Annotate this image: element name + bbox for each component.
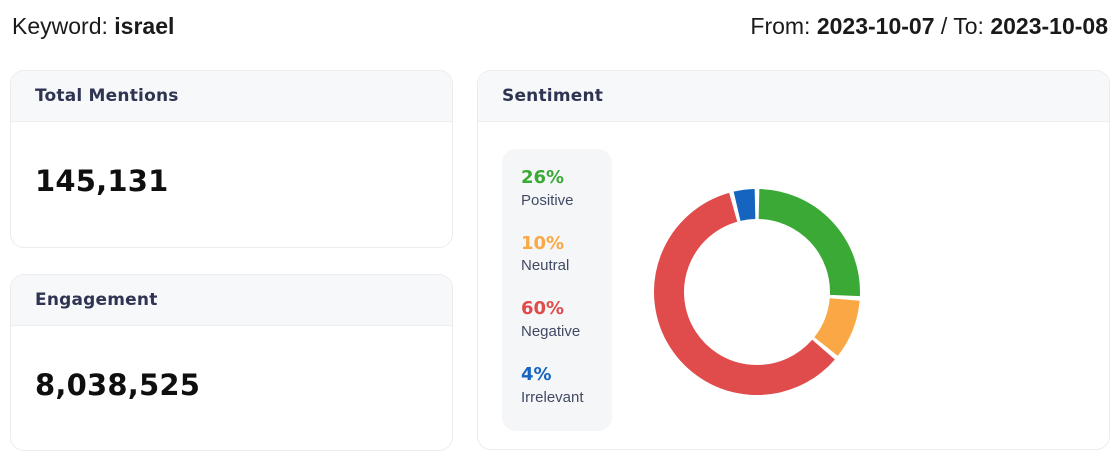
- engagement-header: Engagement: [11, 275, 452, 326]
- donut-segment-negative: [654, 192, 835, 395]
- legend-item-negative: 60% Negative: [521, 299, 602, 340]
- to-label: To:: [953, 13, 984, 39]
- total-mentions-card: Total Mentions 145,131: [10, 70, 453, 248]
- legend-label: Neutral: [521, 257, 570, 275]
- legend-percent: 4%: [521, 364, 552, 386]
- sentiment-legend: 26% Positive 10% Neutral 60% Negative 4% Irrele…: [502, 149, 612, 431]
- engagement-card: Engagement 8,038,525: [10, 274, 453, 451]
- legend-percent: 10%: [521, 232, 565, 254]
- total-mentions-value: 145,131: [35, 164, 169, 198]
- sentiment-donut-chart: [651, 186, 863, 398]
- sentiment-card: Sentiment 26% Positive 10% Neutral 60% Negati…: [477, 70, 1110, 450]
- sentiment-header: Sentiment: [478, 71, 1109, 122]
- legend-label: Positive: [521, 191, 574, 209]
- legend-item-irrelevant: 4% Irrelevant: [521, 364, 602, 406]
- date-separator: /: [940, 13, 948, 39]
- keyword-label: Keyword:: [12, 13, 108, 39]
- legend-label: Negative: [521, 323, 581, 341]
- keyword-value: israel: [114, 13, 175, 39]
- to-value: 2023-10-08: [990, 13, 1108, 39]
- donut-segment-irrelevant: [733, 189, 756, 221]
- legend-item-positive: 26% Positive: [521, 167, 602, 209]
- from-value: 2023-10-07: [816, 13, 935, 39]
- legend-percent: 26%: [521, 167, 565, 188]
- date-range-text: From: 2023-10-07 / To: 2023-10-08: [750, 13, 1108, 40]
- top-bar: Keyword: israel From: 2023-10-07 / To: 2…: [12, 13, 1108, 40]
- total-mentions-title: Total Mentions: [35, 86, 179, 106]
- engagement-value: 8,038,525: [35, 368, 201, 402]
- donut-segment-neutral: [813, 297, 860, 356]
- keyword-text: Keyword: israel: [12, 13, 174, 40]
- donut-segment-positive: [758, 189, 860, 297]
- total-mentions-header: Total Mentions: [11, 71, 452, 122]
- engagement-title: Engagement: [35, 290, 158, 310]
- donut-svg: [654, 189, 860, 395]
- legend-percent: 60%: [521, 298, 565, 320]
- sentiment-title: Sentiment: [502, 86, 604, 106]
- legend-label: Irrelevant: [521, 388, 584, 406]
- legend-item-neutral: 10% Neutral: [521, 232, 602, 275]
- from-label: From:: [750, 13, 811, 39]
